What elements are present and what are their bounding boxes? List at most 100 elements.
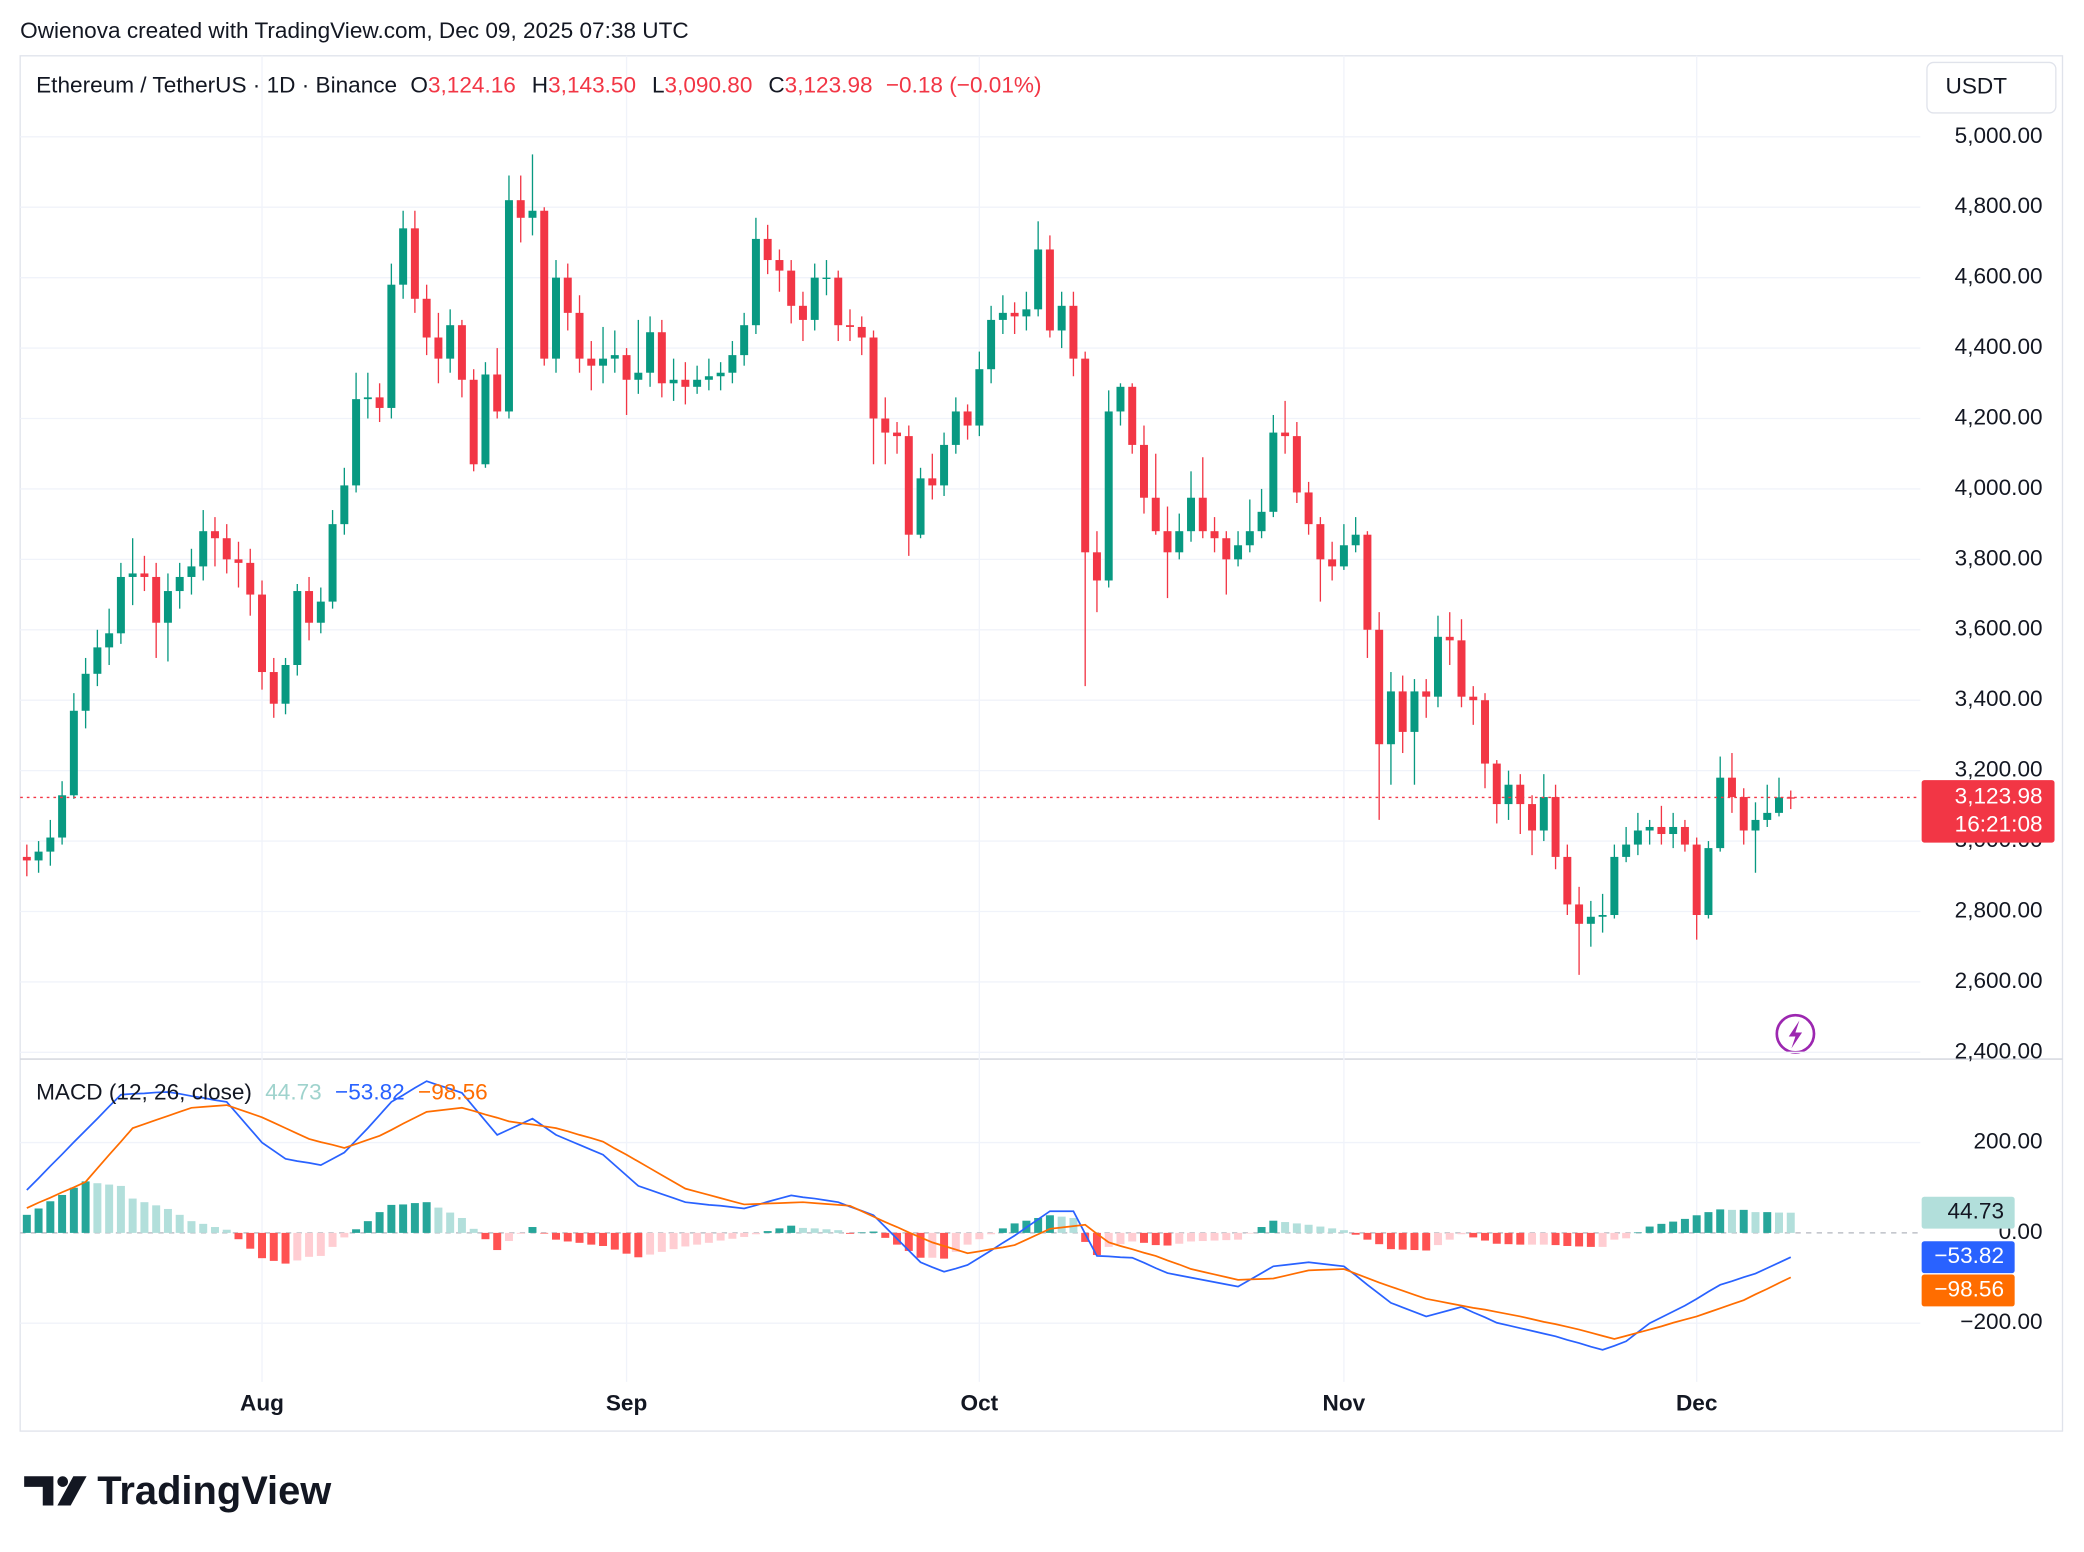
candle-body (1716, 777, 1725, 849)
histogram-bar (1010, 1223, 1019, 1233)
legend-value: 44.73 (265, 1080, 322, 1105)
histogram-bar (951, 1232, 960, 1252)
candle-body (1139, 444, 1148, 498)
histogram-bar (387, 1204, 396, 1233)
candle-body (634, 372, 643, 380)
candle-body (1657, 826, 1666, 835)
unit-box (1926, 61, 2057, 114)
candle-body (128, 573, 137, 577)
histogram-bar (528, 1227, 537, 1233)
candle-body (1316, 524, 1325, 560)
histogram-bar (1422, 1232, 1431, 1251)
candle-body (1751, 819, 1760, 831)
histogram-bar (105, 1184, 114, 1233)
chart-frame (19, 55, 2064, 1432)
y-tick-label: 4,600.00 (1955, 264, 2043, 289)
unit-label: USDT (1946, 74, 2008, 99)
y-tick-label: 3,800.00 (1955, 545, 2043, 570)
candle-body (258, 594, 266, 673)
histogram-bar (1633, 1232, 1642, 1234)
histogram-bar (916, 1232, 925, 1258)
histogram-bar (540, 1232, 549, 1234)
candle-body (1292, 436, 1301, 493)
histogram-bar (1187, 1232, 1196, 1242)
histogram-bar (1386, 1232, 1395, 1250)
legend-title: MACD (12, 26, close) (36, 1080, 252, 1105)
histogram-bar (234, 1232, 243, 1240)
histogram-bar (222, 1229, 231, 1233)
candle-body (552, 277, 560, 359)
candle-body (834, 277, 843, 326)
candle-body (763, 238, 772, 261)
x-tick-label: Nov (1323, 1390, 1366, 1415)
candle-body (1269, 432, 1278, 512)
histogram-bar (657, 1232, 666, 1252)
histogram-bar (634, 1232, 643, 1258)
value-box-label: −98.56 (1934, 1276, 2004, 1301)
histogram-bar (704, 1232, 713, 1243)
candle-body (1763, 812, 1772, 820)
histogram-bar (269, 1232, 278, 1261)
candle-body (1739, 797, 1748, 831)
histogram-bar (1210, 1232, 1219, 1241)
candle-body (293, 591, 302, 665)
candle-body (681, 379, 690, 387)
histogram-bar (869, 1231, 878, 1233)
y-tick-label: 5,000.00 (1955, 123, 2043, 148)
candle-body (1045, 249, 1054, 331)
histogram-bar (1481, 1232, 1489, 1241)
histogram-bar (1351, 1232, 1360, 1235)
histogram-bar (210, 1227, 219, 1233)
candle-body (1257, 511, 1266, 532)
histogram-bar (1516, 1232, 1525, 1245)
histogram-bar (1128, 1232, 1137, 1242)
histogram-bar (563, 1232, 572, 1242)
candle-body (1481, 700, 1489, 764)
candle-body (728, 355, 737, 373)
legend-title: Ethereum / TetherUS · 1D · Binance (36, 72, 397, 97)
candle-body (105, 633, 114, 648)
header: Owienova created with TradingView.com, D… (20, 18, 689, 43)
candle-body (669, 379, 678, 384)
candle-body (46, 837, 55, 852)
histogram-bar (1551, 1232, 1560, 1246)
y-tick-label: 3,200.00 (1955, 757, 2043, 782)
macd-line (26, 1080, 1792, 1351)
histogram-bar (1375, 1232, 1384, 1245)
y-tick-label: 4,800.00 (1955, 193, 2043, 218)
histogram-bar (1704, 1212, 1713, 1233)
candle-body (1010, 312, 1019, 317)
candle-body (375, 397, 384, 408)
histogram-bar (1445, 1232, 1454, 1240)
candle-body (1069, 305, 1078, 359)
candle-body (269, 672, 278, 704)
candle-body (1727, 777, 1736, 798)
candle-body (1163, 531, 1172, 553)
candle-body (1022, 309, 1031, 317)
candle-body (1151, 497, 1160, 532)
candle-body (481, 374, 490, 465)
histogram-bar (1692, 1215, 1701, 1233)
candle-body (893, 432, 902, 437)
histogram-bar (34, 1208, 43, 1233)
candle-body (1339, 545, 1348, 567)
histogram-bar (1622, 1232, 1631, 1239)
candle-body (199, 531, 208, 567)
candle-body (646, 332, 655, 373)
candle-body (1081, 358, 1090, 553)
histogram-bar (504, 1232, 513, 1242)
candle-body (422, 298, 431, 338)
histogram-bar (363, 1221, 372, 1233)
candle-body (81, 673, 90, 711)
candle-body (1410, 691, 1419, 732)
histogram-bar (305, 1232, 314, 1257)
candle-body (328, 524, 337, 602)
candle-body (222, 538, 231, 560)
candle-body (69, 710, 78, 796)
histogram-bar (81, 1181, 90, 1233)
value-box-label: 44.73 (1948, 1199, 2005, 1224)
candle-body (410, 228, 419, 299)
candle-body (516, 200, 525, 218)
